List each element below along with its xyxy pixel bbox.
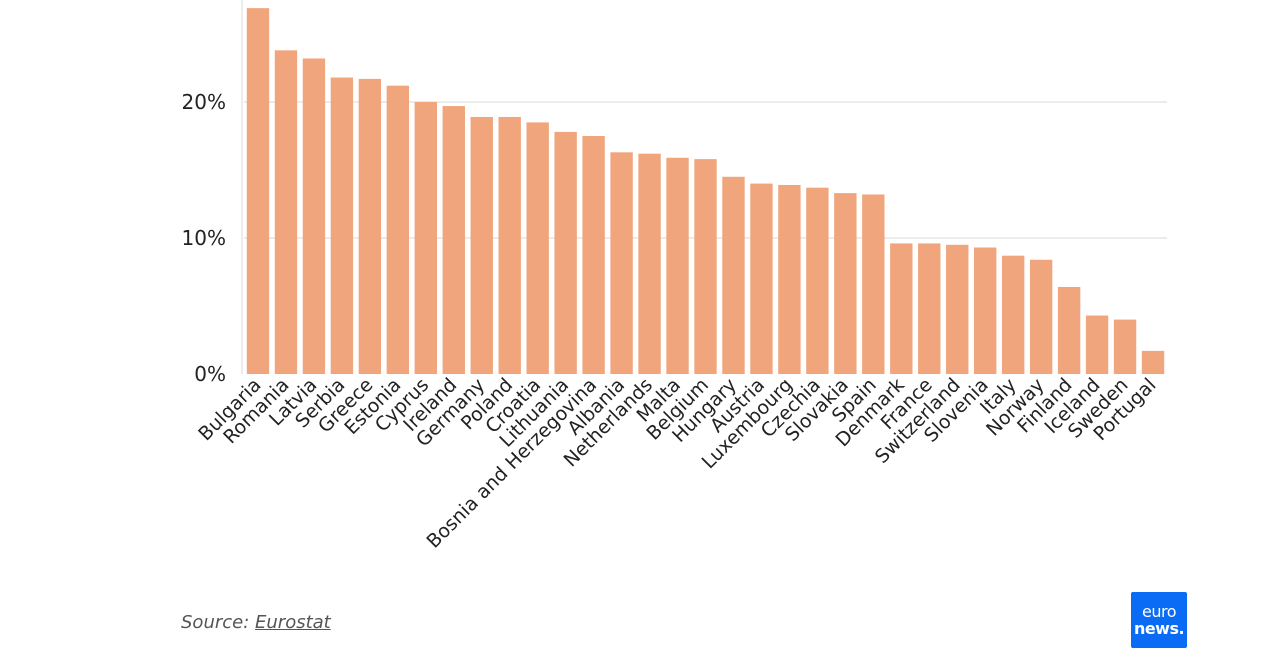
bar xyxy=(862,194,885,374)
bar xyxy=(722,176,745,374)
source-note: Source: Eurostat xyxy=(181,612,331,633)
bar xyxy=(946,244,969,374)
bar-chart: 0% 10% 20% BulgariaRomaniaLatviaSerbiaGree… xyxy=(182,0,1167,553)
bar xyxy=(526,122,549,375)
bar xyxy=(806,187,829,374)
bar xyxy=(554,131,577,374)
bar xyxy=(918,243,941,374)
axes: 0% 10% 20% xyxy=(182,0,243,386)
bar xyxy=(582,136,605,374)
bar xyxy=(610,152,633,374)
logo-line1: euro xyxy=(1142,602,1177,621)
bar xyxy=(750,183,773,374)
bar xyxy=(1057,286,1081,374)
source-link[interactable]: Eurostat xyxy=(255,612,331,633)
bar xyxy=(1113,319,1137,374)
source-prefix: Source: xyxy=(181,612,256,633)
category-labels: BulgariaRomaniaLatviaSerbiaGreeceEstonia… xyxy=(194,374,1160,553)
bar xyxy=(414,102,437,374)
bar xyxy=(470,116,493,375)
bar xyxy=(498,116,521,375)
bar xyxy=(974,247,997,374)
bar xyxy=(638,153,661,374)
bar xyxy=(386,85,410,375)
logo-line2: news. xyxy=(1133,619,1185,638)
y-tick-label: 10% xyxy=(182,226,226,250)
bar xyxy=(834,193,857,374)
bar xyxy=(1001,255,1025,374)
bar xyxy=(890,243,913,374)
y-tick-label: 20% xyxy=(182,90,226,114)
bar xyxy=(246,8,270,374)
bar xyxy=(694,159,717,374)
y-tick-label: 0% xyxy=(194,362,226,386)
bar xyxy=(1085,315,1109,374)
euronews-logo: euro news. xyxy=(1131,592,1187,648)
bars xyxy=(246,8,1165,375)
bar xyxy=(274,50,298,374)
bar xyxy=(330,77,354,375)
bar xyxy=(358,78,382,374)
bar xyxy=(666,157,689,374)
bar xyxy=(302,58,326,374)
bar xyxy=(1029,259,1053,374)
bar xyxy=(442,106,465,374)
bar xyxy=(1141,350,1165,374)
bar xyxy=(778,184,801,374)
